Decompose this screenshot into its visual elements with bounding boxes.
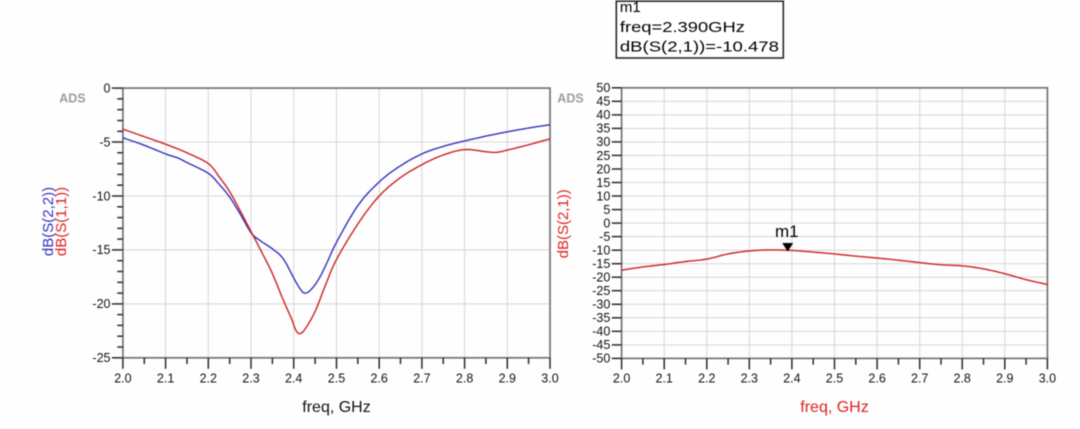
svg-text:2.7: 2.7 xyxy=(911,372,928,386)
svg-text:45: 45 xyxy=(596,95,610,109)
svg-text:-25: -25 xyxy=(92,351,110,365)
svg-text:2.3: 2.3 xyxy=(741,372,758,386)
svg-text:2.2: 2.2 xyxy=(200,372,217,386)
svg-text:2.0: 2.0 xyxy=(114,372,131,386)
svg-text:10: 10 xyxy=(596,189,610,203)
svg-text:dB(S(2,2)): dB(S(2,2)) xyxy=(40,187,57,256)
svg-text:2.9: 2.9 xyxy=(996,372,1013,386)
svg-text:m1: m1 xyxy=(620,0,641,16)
svg-text:2.1: 2.1 xyxy=(656,372,673,386)
svg-text:freq, GHz: freq, GHz xyxy=(800,399,868,416)
svg-text:-5: -5 xyxy=(599,230,610,244)
svg-text:ADS: ADS xyxy=(59,91,85,105)
svg-text:-5: -5 xyxy=(99,135,110,149)
svg-text:-15: -15 xyxy=(592,257,610,271)
svg-text:-20: -20 xyxy=(592,271,610,285)
svg-text:15: 15 xyxy=(596,176,610,190)
svg-text:-10: -10 xyxy=(92,189,110,203)
svg-text:freq=2.390GHz: freq=2.390GHz xyxy=(620,19,745,36)
svg-text:2.6: 2.6 xyxy=(868,372,885,386)
svg-text:2.2: 2.2 xyxy=(698,372,715,386)
svg-text:3.0: 3.0 xyxy=(1039,372,1056,386)
svg-text:-35: -35 xyxy=(592,311,610,325)
svg-text:2.5: 2.5 xyxy=(826,372,843,386)
svg-text:freq, GHz: freq, GHz xyxy=(302,399,370,416)
svg-text:-45: -45 xyxy=(592,338,610,352)
svg-text:50: 50 xyxy=(596,81,610,95)
svg-text:25: 25 xyxy=(596,149,610,163)
svg-text:30: 30 xyxy=(596,135,610,149)
svg-text:ADS: ADS xyxy=(557,91,583,105)
svg-text:dB(S(2,1)): dB(S(2,1)) xyxy=(555,189,572,258)
svg-text:dB(S(1,1)): dB(S(1,1)) xyxy=(53,187,70,256)
svg-text:0: 0 xyxy=(104,81,111,95)
svg-text:-50: -50 xyxy=(592,352,610,366)
svg-text:20: 20 xyxy=(596,162,610,176)
svg-text:0: 0 xyxy=(603,216,610,230)
svg-text:2.4: 2.4 xyxy=(783,372,800,386)
svg-text:-10: -10 xyxy=(592,244,610,258)
svg-text:-30: -30 xyxy=(592,298,610,312)
svg-text:dB(S(2,1))=-10.478: dB(S(2,1))=-10.478 xyxy=(620,39,779,56)
svg-text:2.8: 2.8 xyxy=(954,372,971,386)
svg-text:2.8: 2.8 xyxy=(456,372,473,386)
svg-text:2.9: 2.9 xyxy=(499,372,516,386)
svg-text:2.7: 2.7 xyxy=(413,372,430,386)
svg-text:-40: -40 xyxy=(592,325,610,339)
svg-text:-20: -20 xyxy=(92,297,110,311)
svg-text:m1: m1 xyxy=(775,222,799,241)
svg-text:35: 35 xyxy=(596,122,610,136)
svg-text:-25: -25 xyxy=(592,284,610,298)
svg-text:2.1: 2.1 xyxy=(157,372,174,386)
svg-text:40: 40 xyxy=(596,108,610,122)
svg-text:3.0: 3.0 xyxy=(541,372,558,386)
svg-text:2.5: 2.5 xyxy=(328,372,345,386)
svg-text:2.3: 2.3 xyxy=(242,372,259,386)
svg-text:-15: -15 xyxy=(92,243,110,257)
svg-text:2.6: 2.6 xyxy=(371,372,388,386)
svg-text:5: 5 xyxy=(603,203,610,217)
svg-text:2.4: 2.4 xyxy=(285,372,302,386)
svg-text:2.0: 2.0 xyxy=(613,372,630,386)
